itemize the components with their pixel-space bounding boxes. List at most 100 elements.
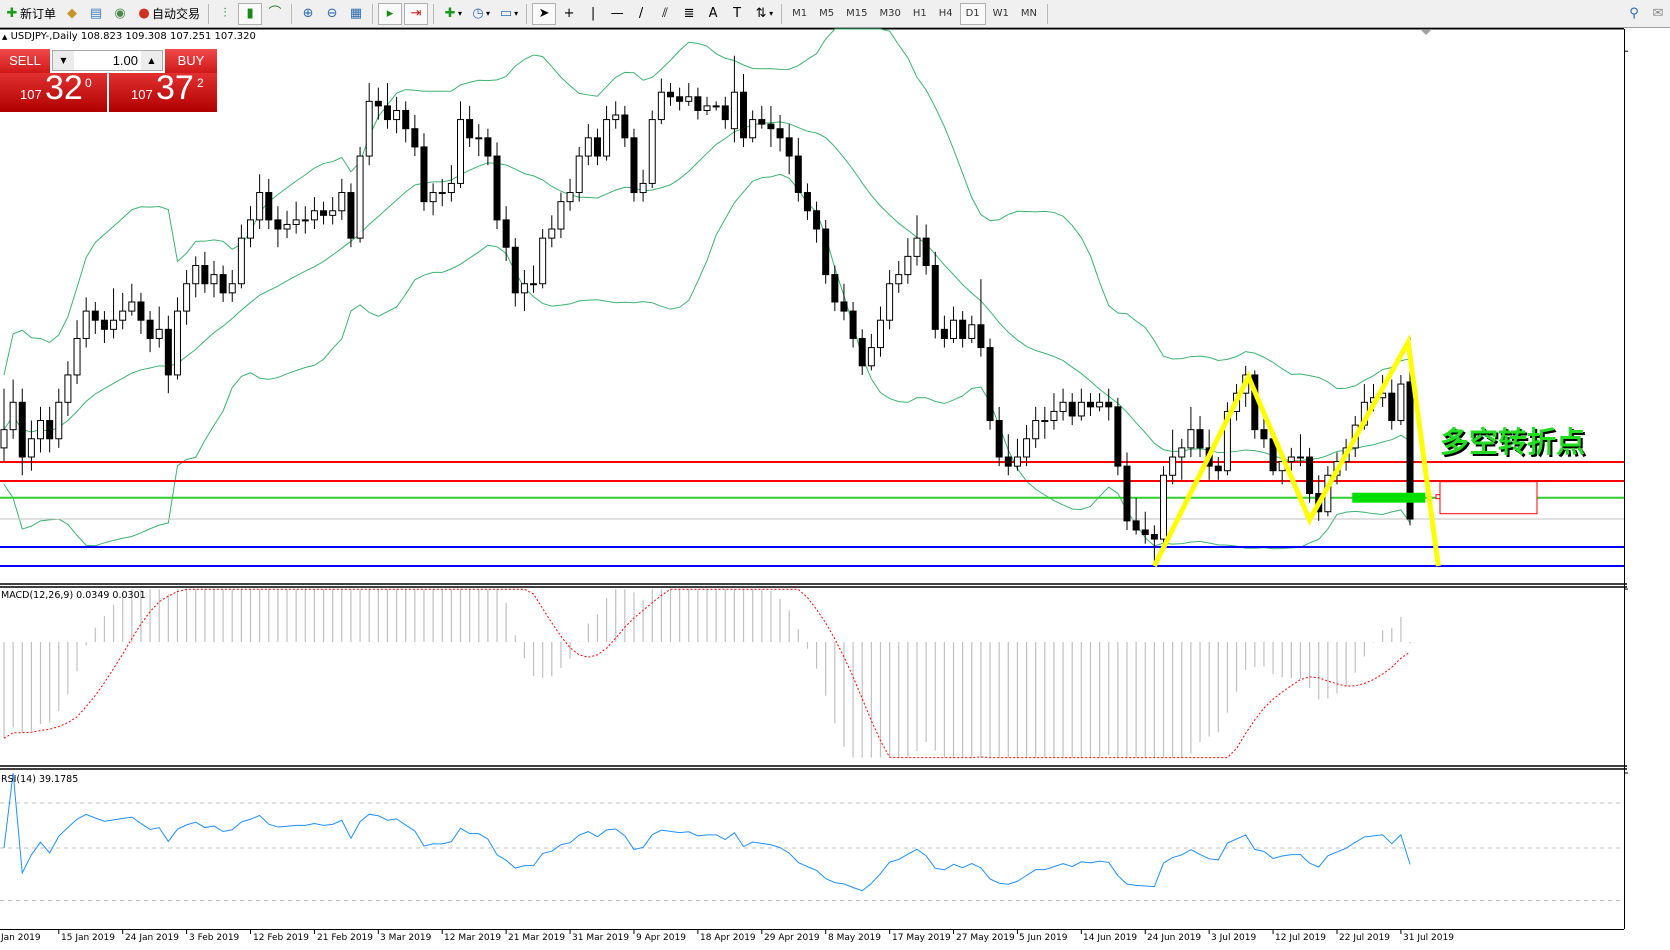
bear-candle-body <box>1388 392 1396 422</box>
candle <box>320 201 328 225</box>
sell-price[interactable]: 107 32 0 <box>0 69 107 112</box>
cursor-button[interactable]: ➤ <box>532 2 557 25</box>
bear-candle-body <box>959 319 967 339</box>
timeframe-m1[interactable]: M1 <box>792 8 808 19</box>
equidistant-channel-button[interactable]: ⫽ <box>654 3 676 25</box>
bull-candle-body <box>429 192 437 203</box>
candle <box>1287 447 1295 471</box>
bear-candle-body <box>137 301 145 321</box>
templates-button[interactable]: ▭ ▾ <box>495 3 521 25</box>
signals-button[interactable]: ◉ <box>109 3 131 25</box>
bar-chart-button[interactable]: ⫶ <box>214 3 236 25</box>
candle <box>1114 397 1122 476</box>
lot-size-stepper[interactable]: ▼ 1.00 ▲ <box>52 50 163 71</box>
candlestick-button[interactable]: ▮ <box>238 2 263 25</box>
periods-button[interactable]: ◷ ▾ <box>467 3 493 25</box>
crosshair-button[interactable]: + <box>558 3 580 25</box>
candle <box>931 251 939 339</box>
bull-candle-body <box>1023 438 1031 458</box>
bull-candle-body <box>530 283 538 286</box>
timeframe-m15[interactable]: M15 <box>846 8 868 19</box>
candle <box>1306 447 1314 503</box>
candle <box>1388 379 1396 430</box>
lot-decrease-button[interactable]: ▼ <box>53 51 74 70</box>
navigator-button[interactable]: ▤ <box>85 3 107 25</box>
text-icon: A <box>708 5 718 21</box>
candle <box>447 165 455 202</box>
candle <box>977 279 985 357</box>
timeframe-h1[interactable]: H1 <box>912 8 927 19</box>
buy-price[interactable]: 107 37 2 <box>109 69 217 112</box>
vertical-line-button[interactable]: | <box>582 3 604 25</box>
bull-candle-body <box>1296 456 1304 459</box>
lot-size-input[interactable]: 1.00 <box>112 53 138 68</box>
collapse-triangle-icon[interactable]: ▲ <box>2 33 8 41</box>
timeframe-mn[interactable]: MN <box>1020 8 1038 19</box>
bear-candle-body <box>1068 401 1076 417</box>
line-chart-button[interactable]: ⌒ <box>264 3 286 25</box>
zoom-in-icon: ⊕ <box>302 5 314 21</box>
buy-button[interactable]: BUY <box>165 49 217 73</box>
auto-trading-button[interactable]: ● 自动交易 <box>133 3 203 25</box>
bear-candle-body <box>694 96 702 111</box>
candle <box>721 96 729 129</box>
timeframe-m5[interactable]: M5 <box>819 8 835 19</box>
timeframe-m30[interactable]: M30 <box>879 8 901 19</box>
sell-button[interactable]: SELL <box>0 49 50 73</box>
bull-candle-body <box>55 401 63 440</box>
auto-scroll-button[interactable]: ▸ <box>378 2 403 25</box>
bear-candle-body <box>849 310 857 339</box>
fibonacci-button[interactable]: ≣ <box>678 3 700 25</box>
arrows-button[interactable]: ⇅ ▾ <box>750 3 776 25</box>
bull-candle-body <box>82 310 90 339</box>
tile-windows-button[interactable]: ▦ <box>345 3 367 25</box>
text-label-button[interactable]: T <box>726 3 748 25</box>
candle <box>740 73 748 147</box>
bear-candle-body <box>484 137 492 157</box>
date-tick-label: 31 Jul 2019 <box>1403 933 1454 943</box>
bull-candle-body <box>1077 401 1085 417</box>
cursor-icon: ➤ <box>538 5 550 21</box>
search-button[interactable]: ⚲ <box>1623 3 1645 25</box>
timeframe-h4[interactable]: H4 <box>938 8 953 19</box>
candle <box>201 251 209 293</box>
candle <box>73 320 81 385</box>
indicators-button[interactable]: ✚ ▾ <box>439 3 465 25</box>
timeframe-d1[interactable]: D1 <box>959 2 986 25</box>
timeframe-w1[interactable]: W1 <box>992 8 1009 19</box>
buy-price-fraction: 2 <box>197 76 204 90</box>
candle <box>995 406 1003 467</box>
candle <box>292 201 300 234</box>
templates-icon: ▭ <box>499 5 513 21</box>
candle <box>256 174 264 230</box>
bull-candle-body <box>904 255 912 276</box>
chart-header: ▲ USDJPY-,Daily 108.823 109.308 107.251 … <box>2 31 256 42</box>
date-tick-label: 22 Jul 2019 <box>1339 933 1390 943</box>
bull-candle-body <box>301 219 309 222</box>
chart-shift-button[interactable]: ⇥ <box>404 2 429 25</box>
zoom-out-button[interactable]: ⊖ <box>321 3 343 25</box>
market-watch-button[interactable]: ◆ <box>61 3 83 25</box>
candle <box>648 110 656 188</box>
text-button[interactable]: A <box>702 3 724 25</box>
date-tick-label: 12 Jul 2019 <box>1275 933 1326 943</box>
bull-candle-body <box>548 228 556 239</box>
horizontal-line-button[interactable]: — <box>606 3 628 25</box>
lot-increase-button[interactable]: ▲ <box>141 51 162 70</box>
chat-button[interactable]: ✉ <box>1647 3 1669 25</box>
zoom-in-button[interactable]: ⊕ <box>297 3 319 25</box>
candle <box>849 301 857 348</box>
bear-candle-body <box>18 401 26 458</box>
candle <box>18 388 26 476</box>
candle <box>858 329 866 375</box>
candle <box>237 224 245 289</box>
new-order-button[interactable]: ✚ 新订单 <box>1 3 59 25</box>
bull-candle-body <box>1041 420 1049 423</box>
date-tick-label: 24 Jun 2019 <box>1147 933 1202 943</box>
candle <box>794 137 802 202</box>
candle <box>593 128 601 166</box>
candle <box>110 288 118 339</box>
trendline-button[interactable]: / <box>630 3 652 25</box>
bull-candle-body <box>228 283 236 294</box>
